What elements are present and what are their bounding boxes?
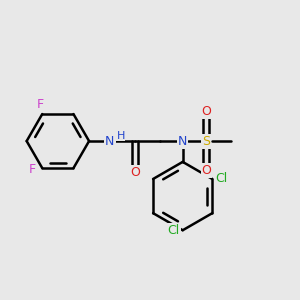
- Text: N: N: [105, 135, 115, 148]
- Text: F: F: [29, 163, 36, 176]
- Text: O: O: [202, 164, 212, 177]
- Text: N: N: [178, 135, 188, 148]
- Text: S: S: [202, 135, 211, 148]
- Text: H: H: [116, 131, 125, 141]
- Text: O: O: [130, 167, 140, 179]
- Text: Cl: Cl: [215, 172, 227, 185]
- Text: Cl: Cl: [168, 224, 180, 237]
- Text: F: F: [37, 98, 44, 111]
- Text: O: O: [202, 105, 212, 118]
